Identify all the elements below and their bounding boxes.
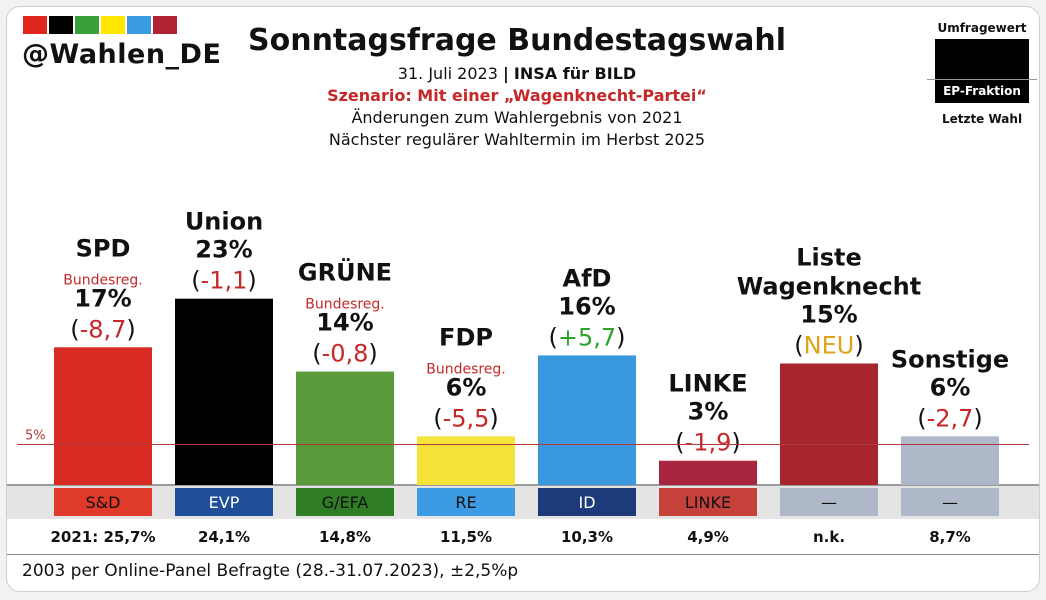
value-label: 16% (558, 292, 615, 320)
ep-group-label: ID (578, 493, 595, 512)
change-label: (-1,1) (191, 267, 257, 295)
logo-stripe (23, 16, 47, 34)
logo-stripe (153, 16, 177, 34)
change-label: (NEU) (794, 332, 863, 360)
value-label: 17% (74, 284, 131, 312)
value-label: 15% (800, 301, 857, 329)
ep-group-cell (538, 488, 636, 516)
government-note: Bundesreg. (426, 361, 506, 377)
footer-divider (7, 554, 1039, 555)
change-label: (-1,9) (675, 429, 741, 457)
bar (296, 371, 394, 485)
government-note: Bundesreg. (305, 297, 385, 313)
chart-card: @Wahlen_DE Sonntagsfrage Bundestagswahl … (6, 6, 1040, 592)
scenario-line: Szenario: Mit einer „Wagenknecht-Partei“ (327, 86, 707, 105)
ep-group-cell (54, 488, 152, 516)
bar (175, 298, 273, 485)
party-label: Liste (796, 244, 862, 272)
party-label: Wagenknecht (737, 273, 921, 301)
poll-date-line: 31. Juli 2023 | INSA für BILD (237, 64, 797, 83)
change-label: (+5,7) (548, 323, 625, 351)
logo-stripe (127, 16, 151, 34)
ep-group-label: — (942, 493, 958, 512)
value-label: 6% (446, 373, 487, 401)
logo-stripe (75, 16, 99, 34)
baseline (7, 484, 1039, 486)
bar (659, 460, 757, 485)
value-label: 3% (688, 398, 729, 426)
previous-result-label: 8,7% (929, 528, 971, 546)
ep-group-cell (659, 488, 757, 516)
party-label: Sonstige (891, 345, 1009, 373)
logo-stripe (49, 16, 73, 34)
party-label: LINKE (668, 370, 747, 398)
logo-stripes (23, 16, 179, 34)
ep-band-background (7, 485, 1039, 519)
ep-group-label: G/EFA (322, 493, 369, 512)
ep-group-cell (296, 488, 394, 516)
threshold-label: 5% (25, 429, 46, 444)
legend-divider (927, 79, 1037, 80)
value-label: 14% (316, 309, 373, 337)
previous-result-label: 14,8% (319, 528, 371, 546)
ep-group-cell (901, 488, 999, 516)
party-label: SPD (76, 234, 131, 262)
logo-stripe (101, 16, 125, 34)
bar (780, 363, 878, 485)
previous-result-label: 24,1% (198, 528, 250, 546)
changes-line: Änderungen zum Wahlergebnis von 2021 (351, 108, 683, 127)
change-label: (-8,7) (70, 315, 136, 343)
previous-result-label: 2021: 25,7% (50, 528, 155, 546)
chart-title: Sonntagsfrage Bundestagswahl (248, 23, 786, 58)
bar (417, 436, 515, 485)
legend-bar-swatch (935, 39, 1029, 79)
previous-result-label: 11,5% (440, 528, 492, 546)
government-note: Bundesreg. (63, 272, 143, 288)
ep-group-label: RE (455, 493, 476, 512)
bar (901, 436, 999, 485)
ep-group-label: EVP (209, 493, 240, 512)
ep-group-cell (175, 488, 273, 516)
previous-result-label: n.k. (813, 528, 845, 546)
value-label: 23% (195, 236, 252, 264)
legend-poll-value: Umfragewert (937, 21, 1027, 35)
change-label: (-0,8) (312, 340, 378, 368)
ep-group-cell (780, 488, 878, 516)
previous-result-label: 10,3% (561, 528, 613, 546)
previous-result-label: 4,9% (687, 528, 729, 546)
ep-group-label: — (821, 493, 837, 512)
party-label: AfD (563, 264, 612, 292)
legend-ep-fraction: EP-Fraktion (935, 80, 1029, 103)
party-label: GRÜNE (298, 257, 392, 287)
ep-group-cell (417, 488, 515, 516)
ep-group-label: LINKE (685, 493, 731, 512)
party-label: FDP (439, 323, 493, 351)
separator: | (502, 64, 509, 83)
account-handle[interactable]: @Wahlen_DE (22, 39, 222, 70)
change-label: (-5,5) (433, 404, 499, 432)
value-label: 6% (930, 373, 971, 401)
bar (538, 355, 636, 485)
ep-group-label: S&D (86, 493, 121, 512)
poll-date: 31. Juli 2023 (397, 64, 498, 83)
next-election-line: Nächster regulärer Wahltermin im Herbst … (328, 130, 706, 149)
pollster: INSA für BILD (513, 64, 637, 83)
legend-last-election: Letzte Wahl (941, 112, 1023, 126)
change-label: (-2,7) (917, 404, 983, 432)
bar (54, 347, 152, 485)
footnote: 2003 per Online-Panel Befragte (28.-31.0… (22, 561, 519, 581)
party-label: Union (185, 208, 263, 236)
